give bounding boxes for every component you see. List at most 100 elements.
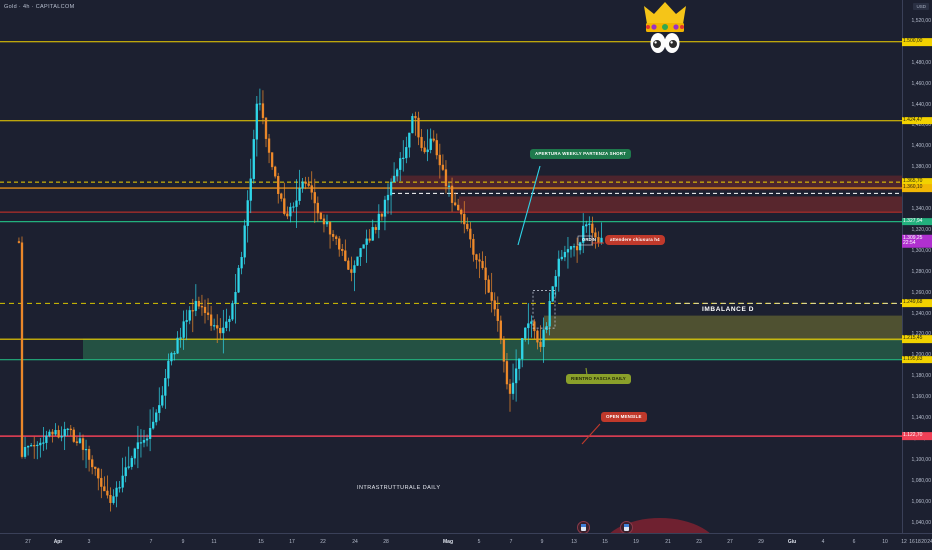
time-tick: 16	[909, 539, 915, 545]
level-1195[interactable]: 1.195,83	[902, 355, 932, 364]
price-tick: 1,040,00	[911, 519, 931, 526]
candle-body	[313, 192, 316, 204]
price-tick: 1,140,00	[911, 415, 931, 422]
candle-body	[66, 428, 69, 430]
candle-body	[429, 138, 432, 151]
level-1365-value: 1.365,70	[903, 178, 923, 185]
candle-body	[142, 439, 146, 443]
candle-body	[45, 435, 48, 443]
candle-body	[130, 457, 133, 467]
price-tick: 1,340,00	[911, 206, 931, 213]
candle-body	[533, 321, 536, 332]
candle-body	[191, 310, 194, 312]
note-rientro-fascia[interactable]: RIENTRO FASCIA DAILY	[566, 374, 631, 385]
sticker-arc	[610, 518, 710, 533]
candle-body	[588, 223, 591, 225]
candle-body	[344, 250, 347, 262]
candle-body	[173, 353, 176, 355]
candle-body	[228, 318, 231, 322]
price-tick: 1,420,00	[911, 122, 931, 129]
price-tick: 1,240,00	[911, 310, 931, 317]
time-tick: 23	[696, 539, 702, 545]
level-1365[interactable]: 1.365,70	[902, 178, 932, 187]
time-tick: 7	[509, 539, 513, 545]
time-tick: Apr	[53, 539, 63, 545]
candle-body	[23, 446, 27, 457]
candle-body	[493, 300, 496, 310]
crown-emoji-sticker[interactable]	[641, 0, 689, 59]
note-attendere-chiusura[interactable]: attendere chiusura h4	[605, 235, 665, 246]
time-axis[interactable]: 27 Apr 3 7 9 11 15 17 22 24 28 Mag 5 7 9 13 15 19 21 23 27 29…	[0, 533, 932, 550]
candle-body	[597, 237, 600, 244]
candle-body	[383, 199, 387, 217]
candle-body	[368, 238, 371, 241]
candle-body	[475, 254, 478, 260]
candle-body	[48, 431, 51, 436]
candle-body	[432, 138, 435, 141]
level-1327-value: 1.327,94	[903, 217, 923, 224]
candle-body	[103, 486, 106, 492]
candle-body	[530, 321, 533, 324]
note-open-mensile[interactable]: OPEN MENSILE	[601, 412, 647, 423]
chart-plot-area[interactable]	[0, 0, 902, 533]
candle-body	[90, 459, 94, 468]
candle-body	[72, 429, 76, 442]
time-tick: 5	[477, 539, 481, 545]
candle-body	[591, 223, 594, 233]
candle-body	[264, 117, 268, 139]
pin-sticker-right[interactable]	[620, 521, 633, 539]
candle-body	[51, 431, 54, 435]
level-1249[interactable]: 1.249,68	[902, 299, 932, 308]
level-1215[interactable]: 1.215,45	[902, 335, 932, 344]
price-axis[interactable]: USD 1,520,001,500,001,480,001,460,001,44…	[902, 0, 932, 533]
candle-body	[463, 213, 466, 225]
candle-body	[371, 227, 374, 241]
level-1424[interactable]: 1.424,47	[902, 116, 932, 125]
candle-body	[472, 238, 475, 255]
candle-body	[377, 213, 380, 230]
candle-body	[402, 157, 405, 159]
candle-body	[575, 246, 579, 251]
candle-body	[325, 222, 329, 225]
candle-body	[524, 327, 527, 339]
candle-body	[447, 185, 451, 187]
candle-body	[209, 314, 213, 326]
candle-body	[304, 181, 307, 184]
time-tick: 12	[901, 539, 907, 545]
candle-body	[112, 496, 115, 503]
candle-body	[246, 200, 249, 226]
time-tick: 17	[289, 539, 295, 545]
level-1327[interactable]: 1.327,94	[902, 217, 932, 226]
symbol-title: Gold · 4h · CAPITALCOM	[4, 4, 75, 10]
candle-body	[487, 279, 490, 293]
candle-body	[249, 178, 252, 201]
candle-body	[353, 265, 356, 273]
candle-body	[554, 276, 557, 287]
candle-body	[362, 244, 365, 249]
candle-body	[100, 477, 103, 487]
level-last-price[interactable]: 1.309,25 22:54	[902, 234, 932, 248]
level-1122[interactable]: 1.122,70	[902, 432, 932, 440]
label-intrastrutturale-daily: INTRASTRUTTURALE DAILY	[357, 485, 441, 491]
zone-demand	[83, 338, 902, 360]
candle-body	[392, 175, 396, 183]
candle-body	[292, 206, 295, 208]
level-1360[interactable]: 1.360,10	[902, 184, 932, 192]
time-tick: 20	[921, 539, 927, 545]
time-tick: Mag	[443, 539, 453, 545]
candle-body	[514, 368, 518, 384]
price-tick: 1,200,00	[912, 352, 931, 358]
note-apertura-weekly[interactable]: APERTURA WEEKLY PARTENZA SHORT	[530, 149, 631, 160]
candle-body	[243, 225, 246, 258]
level-last-price-time: 22:54	[903, 240, 916, 247]
candle-body	[36, 444, 39, 447]
candle-body	[502, 339, 506, 362]
candle-body	[438, 154, 441, 166]
level-1500-value: 1.500,00	[903, 37, 923, 44]
level-1500[interactable]: 1.500,00	[902, 37, 932, 46]
price-tick: 1,080,00	[911, 477, 931, 484]
time-tick: 7	[149, 539, 153, 545]
time-tick: 21	[665, 539, 671, 545]
candle-body	[167, 360, 170, 379]
